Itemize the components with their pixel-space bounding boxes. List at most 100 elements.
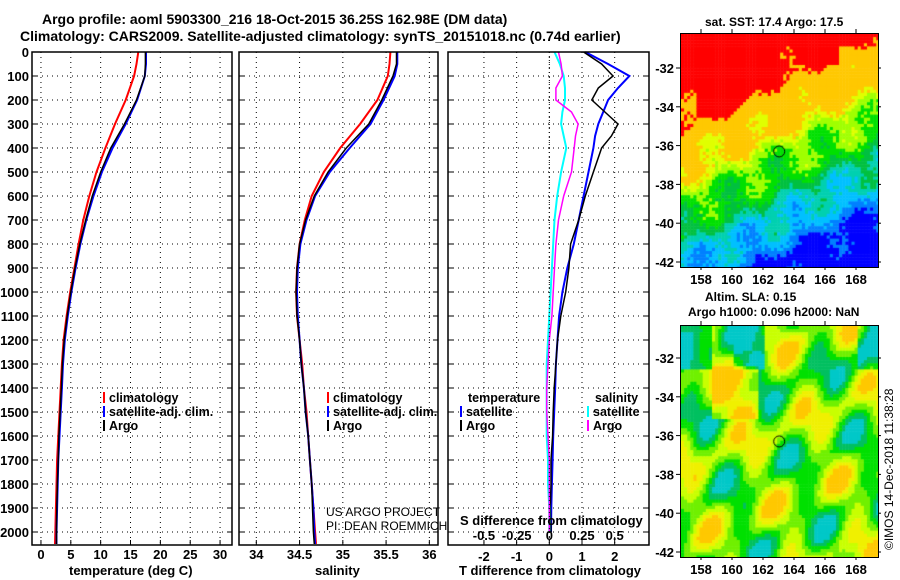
legend-label: Argo	[593, 419, 623, 433]
legend-label: climatology	[109, 391, 179, 405]
depth-tick-label: 500	[7, 165, 29, 180]
legend-salinity-satellite: satellite	[587, 405, 640, 419]
legend-label: satellite-adj. clim.	[109, 405, 214, 419]
temperature-axis-label: temperature (deg C)	[69, 563, 193, 578]
x-tick-label: 20	[153, 547, 167, 562]
x-tick-label: 25	[183, 547, 197, 562]
x-tick-label: 2	[611, 549, 618, 564]
sla-map-subtitle: Argo h1000: 0.096 h2000: NaN	[688, 305, 860, 319]
legend-satellite: satellite-adj. clim.	[327, 405, 437, 419]
lat-tick-label: -42	[655, 255, 674, 270]
lon-tick-label: 160	[721, 562, 743, 577]
depth-tick-label: 900	[7, 261, 29, 276]
legend-swatch-magenta	[587, 420, 589, 431]
figure-title-line2: Climatology: CARS2009. Satellite-adjuste…	[20, 28, 621, 44]
legend-temperature-satellite: satellite	[460, 405, 513, 419]
depth-tick-label: 600	[7, 189, 29, 204]
depth-tick-label: 1900	[0, 501, 29, 516]
lon-tick-label: 166	[814, 272, 836, 287]
legend-label: Argo	[333, 419, 363, 433]
x-tick-label: 5	[67, 547, 74, 562]
lat-tick-label: -40	[655, 216, 674, 231]
legend-label: Argo	[466, 419, 496, 433]
plot-frame	[31, 51, 233, 546]
s-diff-tick-label: -0.5	[473, 528, 495, 543]
plot-frame	[238, 51, 439, 546]
s-diff-tick-label: 0	[546, 528, 553, 543]
legend-label: satellite	[593, 405, 640, 419]
legend-label: climatology	[333, 391, 403, 405]
lat-tick-label: -34	[655, 100, 675, 115]
lon-tick-label: 162	[752, 562, 774, 577]
depth-tick-label: 100	[7, 69, 29, 84]
legend-salinity-argo: Argo	[587, 419, 622, 433]
lon-tick-label: 168	[845, 272, 867, 287]
lat-tick-label: -40	[655, 506, 674, 521]
x-tick-label: 35.5	[373, 547, 398, 562]
s-diff-tick-label: 0.25	[569, 528, 594, 543]
x-tick-label: 10	[93, 547, 107, 562]
x-tick-label: -1	[511, 549, 523, 564]
lat-tick-label: -34	[655, 390, 675, 405]
legend-label: Argo	[109, 419, 139, 433]
legend-swatch-red	[327, 392, 329, 403]
legend-label: satellite	[466, 405, 513, 419]
legend-swatch-black	[327, 420, 329, 431]
lon-tick-label: 164	[783, 562, 805, 577]
x-tick-label: 34	[249, 547, 264, 562]
lat-tick-label: -38	[655, 467, 674, 482]
lon-tick-label: 168	[845, 562, 867, 577]
x-tick-label: 15	[123, 547, 137, 562]
sla-map-title: Altim. SLA: 0.15	[705, 290, 797, 304]
x-tick-label: 0	[546, 549, 553, 564]
legend-label: satellite-adj. clim.	[333, 405, 438, 419]
sst-map	[680, 33, 879, 268]
lon-tick-label: 158	[690, 562, 712, 577]
legend-swatch-black	[460, 420, 462, 431]
depth-tick-label: 1300	[0, 357, 29, 372]
panel-temperature	[31, 51, 233, 546]
legend-argo: Argo	[327, 419, 362, 433]
legend-swatch-black	[103, 420, 105, 431]
depth-tick-label: 1200	[0, 333, 29, 348]
series-line-salinity-satellite	[545, 51, 568, 532]
credit-project: US ARGO PROJECT	[326, 505, 441, 519]
legend-swatch-blue	[327, 406, 329, 417]
legend-temperature-heading: temperature	[468, 391, 541, 405]
lon-tick-label: 166	[814, 562, 836, 577]
salinity-axis-label: salinity	[315, 563, 360, 578]
legend-swatch-cyan	[587, 406, 589, 417]
legend-argo: Argo	[103, 419, 138, 433]
sla-map	[680, 325, 879, 558]
depth-tick-label: 300	[7, 117, 29, 132]
plot-frame	[447, 51, 650, 546]
lat-tick-label: -36	[655, 139, 674, 154]
depth-tick-label: 1100	[1, 309, 29, 324]
s-difference-axis-label: S difference from climatology	[460, 513, 643, 528]
series-line-temperature-argo	[549, 51, 619, 533]
series-line-argo	[55, 52, 147, 544]
figure-title-line1: Argo profile: aoml 5903300_216 18-Oct-20…	[42, 11, 508, 27]
t-difference-axis-label: T difference from climatology	[459, 563, 642, 578]
depth-tick-label: 1500	[0, 405, 29, 420]
depth-tick-label: 1800	[0, 477, 29, 492]
legend-swatch-blue	[460, 406, 462, 417]
lon-tick-label: 160	[721, 272, 743, 287]
copyright-text: ©IMOS 14-Dec-2018 11:38:28	[882, 388, 896, 550]
legend-salinity-heading: salinity	[595, 391, 639, 405]
depth-tick-label: 400	[7, 141, 29, 156]
series-line-argo	[295, 52, 398, 545]
depth-tick-label: 800	[7, 237, 29, 252]
legend-swatch-blue	[103, 406, 105, 417]
credit-pi: PI: DEAN ROEMMICH	[326, 519, 448, 533]
x-tick-label: 0	[37, 547, 44, 562]
legend-climatology: climatology	[103, 391, 178, 405]
x-tick-label: -2	[478, 549, 490, 564]
x-tick-label: 34.5	[287, 547, 312, 562]
s-diff-tick-label: 0.5	[606, 528, 624, 543]
depth-tick-label: 200	[7, 93, 29, 108]
depth-tick-label: 700	[7, 213, 29, 228]
lat-tick-label: -38	[655, 177, 674, 192]
